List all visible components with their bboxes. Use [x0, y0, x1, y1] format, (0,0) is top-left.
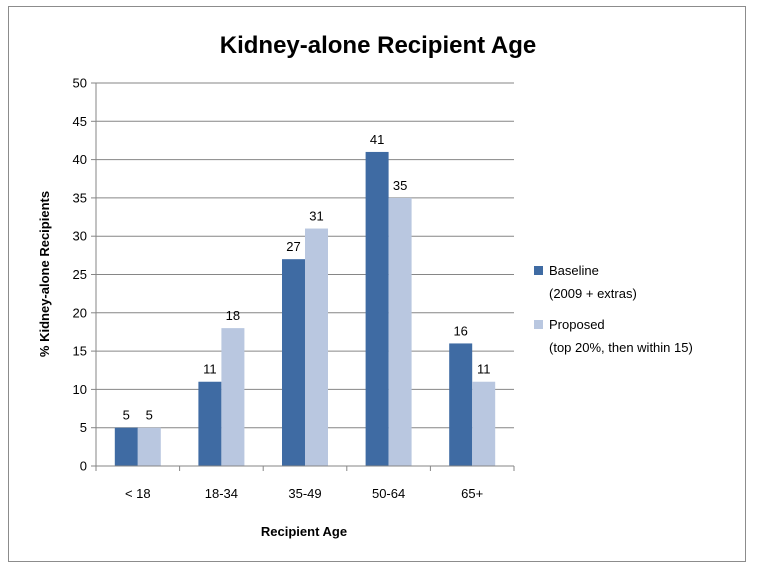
y-tick-label: 10: [73, 382, 87, 397]
bar-proposed: [137, 427, 161, 466]
data-label: 11: [477, 362, 491, 377]
y-axis-ticks: 0 5 10 15 20 25 30 35 40 45 50: [73, 76, 96, 474]
gridlines: [96, 82, 514, 429]
y-tick-label: 50: [73, 76, 87, 91]
y-tick-label: 40: [73, 152, 87, 167]
x-tick-label: 35-49: [288, 486, 321, 501]
bar-proposed: [388, 197, 412, 466]
bar-baseline: [282, 259, 305, 466]
data-label: 27: [286, 239, 300, 254]
legend-label-detail: (2009 + extras): [549, 286, 637, 301]
x-axis-title: Recipient Age: [261, 524, 347, 539]
data-label: 35: [393, 178, 407, 193]
legend: Baseline (2009 + extras) Proposed (top 20%,…: [534, 263, 693, 355]
bar-baseline: [365, 151, 389, 466]
data-label: 5: [123, 408, 130, 423]
bar-baseline: [449, 343, 473, 466]
data-label: 41: [370, 132, 384, 147]
legend-swatch: [534, 266, 543, 275]
data-label: 31: [309, 209, 323, 224]
y-tick-label: 5: [80, 420, 87, 435]
data-label: 18: [226, 308, 240, 323]
legend-label: Baseline: [549, 263, 599, 278]
bar-baseline: [114, 427, 138, 466]
y-tick-label: 0: [80, 459, 87, 474]
chart-title: Kidney-alone Recipient Age: [220, 32, 537, 59]
legend-label-detail: (top 20%, then within 15): [549, 340, 693, 355]
y-tick-label: 30: [73, 229, 87, 244]
bar-baseline: [198, 381, 222, 466]
data-label: 16: [453, 323, 467, 338]
y-tick-label: 25: [73, 267, 87, 282]
data-label: 5: [146, 408, 153, 423]
bars: [114, 151, 496, 466]
legend-swatch: [534, 320, 543, 329]
y-tick-label: 45: [73, 114, 87, 129]
x-tick-label: 65+: [461, 486, 483, 501]
x-axis-ticks: < 18 18-34 35-49 50-64 65+: [95, 466, 515, 501]
y-tick-label: 20: [73, 305, 87, 320]
y-tick-label: 35: [73, 190, 87, 205]
bar-proposed: [305, 228, 328, 466]
x-tick-label: 50-64: [372, 486, 405, 501]
bar-proposed: [221, 328, 245, 466]
legend-label: Proposed: [549, 317, 605, 332]
y-axis-title: % Kidney-alone Recipients: [37, 191, 52, 357]
x-tick-label: 18-34: [205, 486, 238, 501]
y-tick-label: 15: [73, 344, 87, 359]
data-label: 11: [203, 362, 217, 377]
x-tick-label: < 18: [125, 486, 151, 501]
bar-proposed: [472, 381, 496, 466]
data-labels: 5 5 11 18 27 31 41 35 16 11: [123, 132, 491, 423]
